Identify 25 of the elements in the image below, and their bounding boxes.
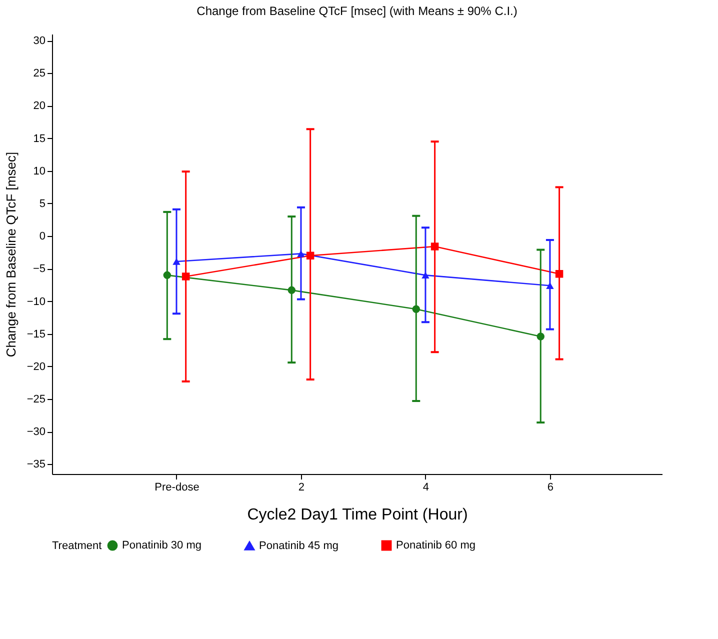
x-tick-label: 4 <box>422 482 430 494</box>
y-tick-label: 0 <box>39 230 46 243</box>
y-tick-label: −35 <box>26 458 46 471</box>
y-tick-label: −10 <box>26 296 46 308</box>
y-tick-label: −5 <box>32 263 46 276</box>
y-tick-label: −30 <box>26 426 46 438</box>
legend-title: Treatment <box>52 540 102 552</box>
legend-label: Ponatinib 60 mg <box>396 540 476 552</box>
legend-label: Ponatinib 30 mg <box>122 540 202 552</box>
y-tick-label: −25 <box>26 394 46 406</box>
x-tick-label: 6 <box>547 482 554 494</box>
y-tick-label: 30 <box>33 35 46 48</box>
x-tick-label: 2 <box>298 482 305 494</box>
y-tick-label: −20 <box>26 360 46 373</box>
legend-label: Ponatinib 45 mg <box>259 540 338 552</box>
y-tick-label: 25 <box>33 68 46 80</box>
y-tick-label: 15 <box>33 132 46 145</box>
x-axis-title: Cycle2 Day1 Time Point (Hour) <box>247 506 468 524</box>
y-axis-title: Change from Baseline QTcF [msec] <box>4 152 18 358</box>
y-tick-label: −15 <box>26 328 46 340</box>
x-tick-label: Pre-dose <box>154 482 200 494</box>
y-tick-label: 10 <box>33 165 46 178</box>
chart-title: Change from Baseline QTcF [msec] (with Means ± 90% C.I.) <box>196 4 518 18</box>
y-tick-label: 5 <box>39 198 46 210</box>
y-tick-label: 20 <box>33 100 46 112</box>
